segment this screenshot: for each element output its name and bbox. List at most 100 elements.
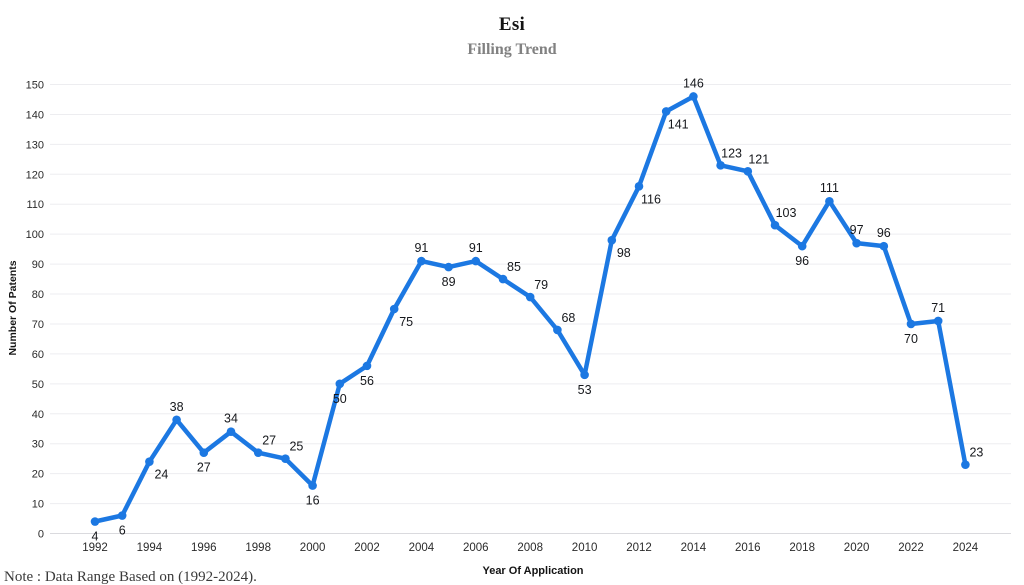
data-point-label: 56	[360, 374, 374, 388]
y-tick-label: 10	[32, 499, 44, 511]
x-tick-label: 2000	[300, 542, 326, 554]
data-point-label: 53	[578, 383, 592, 397]
data-point-label: 146	[683, 76, 704, 90]
x-tick-label: 2004	[409, 542, 435, 554]
data-point[interactable]	[308, 481, 317, 490]
data-point[interactable]	[716, 161, 725, 170]
data-point-label: 16	[306, 494, 320, 508]
footer-note: Note : Data Range Based on (1992-2024).	[4, 569, 257, 585]
data-point[interactable]	[906, 319, 916, 329]
chart-title: Esi	[498, 14, 526, 35]
x-tick-label: 2008	[517, 542, 543, 554]
y-tick-label: 60	[32, 349, 44, 361]
data-point-label: 97	[850, 223, 864, 237]
data-point[interactable]	[362, 361, 372, 371]
data-point[interactable]	[117, 511, 127, 520]
data-point-label: 96	[795, 254, 809, 268]
x-tick-label: 1994	[137, 542, 163, 554]
data-point[interactable]	[471, 256, 481, 266]
data-point[interactable]	[661, 107, 671, 116]
data-point-label: 91	[414, 241, 428, 255]
y-tick-label: 40	[32, 409, 44, 421]
data-point-label: 70	[904, 332, 918, 346]
data-point[interactable]	[253, 448, 263, 457]
data-point[interactable]	[797, 241, 807, 251]
data-point[interactable]	[226, 427, 236, 437]
data-point[interactable]	[634, 181, 644, 191]
data-point-label: 71	[931, 301, 945, 315]
data-point-label: 116	[641, 192, 661, 206]
y-tick-label: 120	[26, 169, 44, 181]
data-point-label: 24	[154, 468, 168, 482]
y-tick-label: 80	[32, 289, 44, 301]
data-point-label: 79	[534, 278, 548, 292]
data-point-label: 111	[820, 181, 839, 195]
data-point[interactable]	[553, 325, 562, 335]
data-point-label: 50	[333, 392, 347, 406]
x-tick-label: 2010	[572, 542, 598, 554]
data-point-label: 123	[721, 146, 742, 160]
data-point-label: 25	[289, 440, 303, 454]
y-tick-label: 90	[32, 259, 44, 271]
trend-line	[92, 94, 968, 524]
data-point[interactable]	[417, 256, 426, 266]
data-point-label: 23	[969, 446, 983, 460]
x-tick-label: 2012	[626, 542, 652, 554]
data-point-label: 103	[776, 206, 797, 220]
data-point[interactable]	[90, 517, 100, 526]
x-tick-label: 2002	[354, 542, 380, 554]
x-tick-label: 2018	[789, 542, 815, 554]
data-point[interactable]	[607, 235, 617, 245]
data-point[interactable]	[444, 262, 453, 272]
x-tick-label: 1996	[191, 542, 217, 554]
data-point[interactable]	[498, 274, 508, 284]
data-point-label: 141	[668, 117, 689, 131]
data-point-label: 75	[399, 315, 413, 329]
data-point-label: 96	[877, 226, 891, 240]
chart-subtitle: Filling Trend	[467, 40, 557, 58]
data-point[interactable]	[389, 304, 399, 314]
data-point[interactable]	[145, 457, 154, 466]
x-tick-label: 2016	[735, 542, 761, 554]
data-point[interactable]	[825, 196, 834, 206]
x-tick-label: 1992	[82, 542, 108, 554]
y-tick-label: 30	[32, 439, 44, 451]
data-point-label: 68	[561, 311, 575, 325]
chart-header: Esi Filling Trend	[0, 14, 1024, 59]
y-tick-label: 70	[32, 319, 44, 331]
data-point[interactable]	[933, 316, 943, 326]
data-point[interactable]	[172, 415, 181, 425]
x-axis-title: Year Of Application	[482, 565, 584, 577]
data-point[interactable]	[852, 238, 861, 248]
data-point-label: 98	[617, 246, 631, 260]
x-tick-label: 2014	[681, 542, 707, 554]
x-tick-label: 2022	[898, 542, 924, 554]
data-point-label: 91	[469, 241, 483, 255]
data-point[interactable]	[281, 454, 290, 463]
y-axis-title: Number Of Patents	[7, 260, 19, 356]
y-tick-label: 100	[26, 229, 44, 241]
data-point[interactable]	[689, 92, 698, 101]
y-tick-label: 50	[32, 379, 44, 391]
y-tick-label: 20	[32, 469, 44, 481]
data-point-label: 38	[170, 400, 184, 414]
x-tick-label: 2020	[844, 542, 870, 554]
data-point-label: 34	[224, 412, 238, 426]
data-point[interactable]	[879, 241, 889, 251]
y-tick-label: 140	[26, 109, 44, 121]
data-point[interactable]	[770, 220, 780, 230]
data-point[interactable]	[580, 370, 589, 380]
x-tick-label: 2024	[953, 542, 979, 554]
data-point[interactable]	[743, 167, 753, 176]
data-point-label: 27	[262, 434, 276, 448]
y-tick-label: 150	[26, 80, 44, 92]
data-point[interactable]	[961, 460, 970, 469]
data-point[interactable]	[335, 379, 345, 389]
x-tick-label: 2006	[463, 542, 489, 554]
data-point[interactable]	[199, 448, 209, 457]
data-point[interactable]	[525, 292, 535, 302]
data-point-label: 89	[442, 275, 456, 289]
y-tick-label: 110	[26, 199, 44, 211]
